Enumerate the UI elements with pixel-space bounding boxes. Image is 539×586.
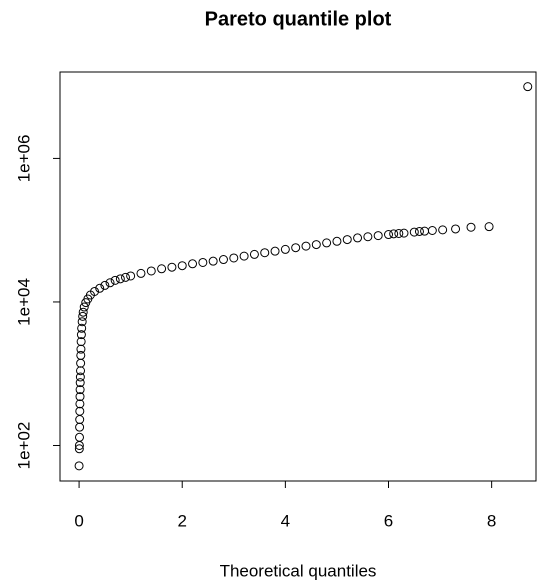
point (100, 280, 110, 290)
point (75, 422, 85, 432)
x-tick-label: 2 (177, 511, 186, 530)
chart-title: Pareto quantile plot (205, 8, 392, 30)
point (420, 226, 430, 236)
point (78, 307, 88, 317)
point (90, 286, 100, 296)
point (79, 302, 89, 312)
point (239, 251, 249, 261)
point (146, 266, 156, 276)
point (105, 278, 115, 288)
point (75, 399, 85, 409)
point (77, 317, 87, 327)
y-tick-label: 1e+04 (14, 278, 33, 326)
point (157, 264, 167, 274)
x-tick-label: 6 (384, 511, 393, 530)
point (399, 228, 409, 238)
point (466, 222, 476, 232)
point (260, 248, 270, 258)
point (95, 283, 105, 293)
point (414, 226, 424, 236)
point (76, 330, 86, 340)
point (322, 238, 332, 248)
point (75, 415, 85, 425)
point (110, 275, 120, 285)
point (270, 246, 280, 256)
point (332, 236, 342, 246)
point (74, 444, 84, 454)
point (353, 233, 363, 243)
point (120, 272, 130, 282)
point (291, 243, 301, 253)
point (188, 259, 198, 269)
x-tick-label: 4 (281, 511, 290, 530)
point (74, 432, 84, 442)
point (74, 461, 84, 471)
x-axis-label: Theoretical quantiles (220, 561, 377, 580)
point (75, 406, 85, 416)
point (78, 311, 88, 321)
x-tick-label: 8 (487, 511, 496, 530)
point (363, 232, 373, 242)
point (115, 274, 125, 284)
point (76, 366, 86, 376)
point (373, 231, 383, 241)
point (229, 253, 239, 263)
point (249, 249, 259, 259)
point (389, 229, 399, 239)
point (136, 268, 146, 278)
point (208, 256, 218, 266)
point (76, 350, 86, 360)
point (484, 222, 494, 232)
point (75, 378, 85, 388)
x-tick-label: 0 (74, 511, 83, 530)
point (76, 358, 86, 368)
plot-frame (59, 71, 537, 482)
point (451, 224, 461, 234)
point (311, 240, 321, 250)
point (167, 262, 177, 272)
y-tick-label: 1e+02 (14, 422, 33, 470)
point (280, 244, 290, 254)
point (75, 385, 85, 395)
point (342, 235, 352, 245)
point (75, 372, 85, 382)
point (438, 225, 448, 235)
point (126, 271, 136, 281)
point (394, 228, 404, 238)
point (409, 227, 419, 237)
point (427, 225, 437, 235)
point (77, 323, 87, 333)
point (76, 344, 86, 354)
y-tick-label: 1e+06 (14, 135, 33, 183)
point (198, 257, 208, 267)
point (384, 230, 394, 240)
point (301, 241, 311, 251)
point (523, 82, 533, 92)
point (218, 255, 228, 265)
point (76, 337, 86, 347)
point (177, 261, 187, 271)
point (75, 392, 85, 402)
